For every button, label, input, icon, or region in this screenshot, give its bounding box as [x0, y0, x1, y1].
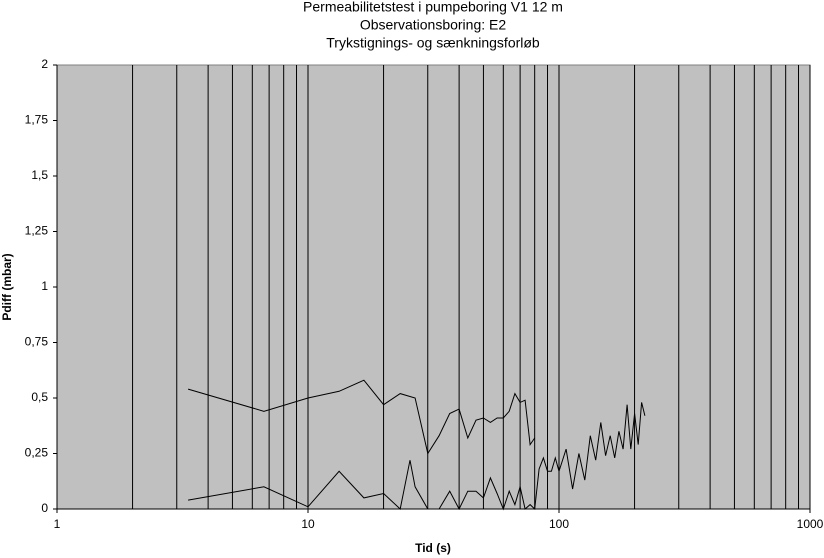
data-line: [187, 379, 536, 455]
y-tick-label: 0: [41, 501, 48, 515]
y-tick-label: 0,5: [31, 390, 48, 404]
y-tick-label: 1,25: [25, 224, 49, 238]
x-tick-label: 100: [549, 517, 569, 531]
y-tick-label: 2: [41, 57, 48, 71]
x-tick-label: 1: [54, 517, 61, 531]
data-line: [188, 402, 646, 511]
x-tick-label: 10: [301, 517, 315, 531]
y-tick-label: 0,25: [25, 446, 49, 460]
chart-subtitle: Trykstignings- og sænkningsforløb: [326, 35, 540, 51]
y-tick-label: 1: [41, 279, 48, 293]
plot-area: [56, 64, 811, 510]
y-tick-label: 1,75: [25, 113, 49, 127]
chart-title: Permeabilitetstest i pumpeboring V1 12 m: [303, 0, 563, 15]
chart-subtitle: Observationsboring: E2: [360, 17, 507, 33]
y-axis-title: Pdiff (mbar): [0, 253, 14, 320]
x-tick-label: 1000: [797, 517, 824, 531]
y-tick-label: 1,5: [31, 168, 48, 182]
x-axis-title: Tid (s): [415, 541, 451, 555]
y-tick-label: 0,75: [25, 335, 49, 349]
